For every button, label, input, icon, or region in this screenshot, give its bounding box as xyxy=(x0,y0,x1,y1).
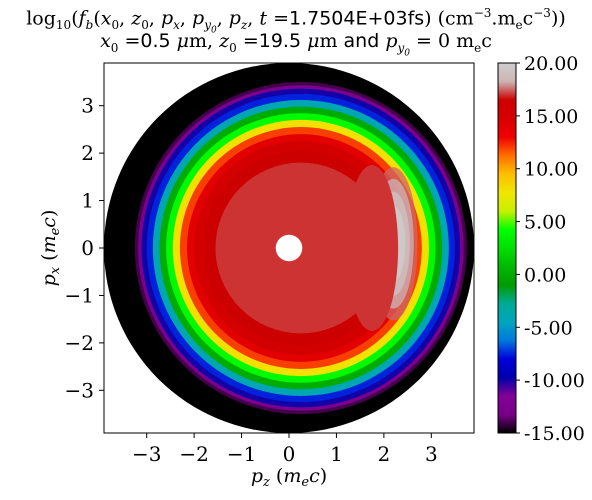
colorbar-ticks: 20.00 15.00 10.00 5.00 0.00 -5.00 -10.00 -15.00 xyxy=(516,53,585,445)
colorbar-tick-label: 20.00 xyxy=(524,53,578,75)
colorbar xyxy=(497,62,517,434)
y-axis-label: px (mec) xyxy=(38,210,63,287)
x-tick-label: 1 xyxy=(330,442,343,466)
x-tick-label: 2 xyxy=(378,442,391,466)
colorbar-tick-label: -10.00 xyxy=(524,370,585,392)
colorbar-tick-label: 0.00 xyxy=(524,264,566,286)
y-tick-label: 0 xyxy=(81,236,94,260)
x-axis-label: pz (mec) xyxy=(251,465,327,490)
chart-title-line-2: x0 =0.5 μm, z0 =19.5 μm and py0 = 0 mec xyxy=(100,30,492,59)
colorbar-tick-label: -15.00 xyxy=(524,423,585,445)
chart-title-line-1: log10(fb(x0, z0, px, py0, pz, t =1.7504E… xyxy=(26,6,566,36)
y-tick-label: 3 xyxy=(81,94,94,118)
colorbar-tick-label: 5.00 xyxy=(524,212,566,234)
x-tick-label: 0 xyxy=(283,442,296,466)
y-tick-label: 2 xyxy=(81,141,94,165)
colorbar-tick-label: 10.00 xyxy=(524,159,578,181)
y-axis-ticks: −3 −2 −1 0 1 2 3 xyxy=(65,94,104,402)
x-tick-label: 3 xyxy=(425,442,438,466)
y-tick-label: 1 xyxy=(81,189,94,213)
y-tick-label: −2 xyxy=(65,331,94,355)
x-tick-label: −3 xyxy=(132,442,161,466)
heatmap-layer xyxy=(104,63,474,433)
x-axis-ticks: −3 −2 −1 0 1 2 3 xyxy=(132,433,438,466)
colorbar-tick-label: 15.00 xyxy=(524,106,578,128)
heatmap-inner-hole xyxy=(275,234,303,262)
y-tick-label: −1 xyxy=(65,283,94,307)
colorbar-tick-label: -5.00 xyxy=(524,317,573,339)
x-tick-label: −2 xyxy=(179,442,208,466)
heatmap-core-overlay xyxy=(345,164,399,332)
y-tick-label: −3 xyxy=(65,378,94,402)
x-tick-label: −1 xyxy=(227,442,256,466)
